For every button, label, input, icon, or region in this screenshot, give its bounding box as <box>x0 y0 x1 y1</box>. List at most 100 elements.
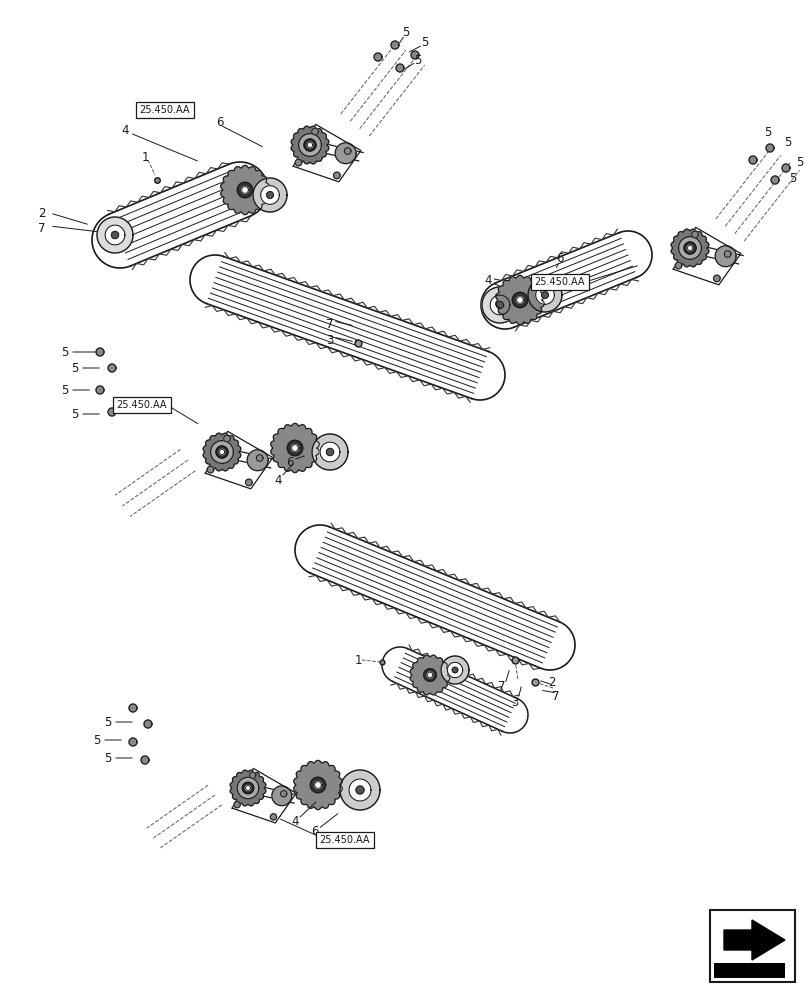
Polygon shape <box>291 445 298 451</box>
Polygon shape <box>203 433 241 471</box>
Text: 5: 5 <box>796 156 803 169</box>
Polygon shape <box>237 777 259 799</box>
Polygon shape <box>307 142 312 148</box>
Text: 5: 5 <box>788 172 796 185</box>
Text: 1: 1 <box>354 654 362 666</box>
Polygon shape <box>320 442 340 462</box>
Text: 7: 7 <box>551 690 559 702</box>
Polygon shape <box>326 448 333 456</box>
Text: 5: 5 <box>104 752 112 764</box>
Text: 3: 3 <box>326 334 333 347</box>
Polygon shape <box>266 192 273 198</box>
Polygon shape <box>242 782 253 794</box>
Text: 2: 2 <box>38 207 45 220</box>
Polygon shape <box>129 738 137 746</box>
Polygon shape <box>295 159 302 166</box>
Polygon shape <box>272 786 291 806</box>
Text: 25.450.AA: 25.450.AA <box>117 400 167 410</box>
Polygon shape <box>490 295 509 315</box>
Text: 4: 4 <box>483 273 491 286</box>
Text: 6: 6 <box>286 456 294 470</box>
Polygon shape <box>242 783 253 793</box>
Polygon shape <box>298 134 321 156</box>
Polygon shape <box>311 434 348 470</box>
Polygon shape <box>427 672 432 678</box>
FancyBboxPatch shape <box>713 963 784 978</box>
Polygon shape <box>541 292 547 298</box>
Polygon shape <box>675 262 681 269</box>
Polygon shape <box>311 128 318 135</box>
Polygon shape <box>687 245 692 251</box>
Polygon shape <box>216 446 227 458</box>
Text: 5: 5 <box>93 733 101 746</box>
Polygon shape <box>207 466 213 473</box>
Polygon shape <box>535 286 554 304</box>
Polygon shape <box>391 41 398 49</box>
Polygon shape <box>770 176 778 184</box>
Text: 25.450.AA: 25.450.AA <box>320 835 370 845</box>
Text: 5: 5 <box>414 54 421 67</box>
Polygon shape <box>270 814 277 820</box>
Polygon shape <box>216 446 228 458</box>
Polygon shape <box>374 53 381 61</box>
Polygon shape <box>256 455 263 461</box>
Polygon shape <box>713 275 719 282</box>
Polygon shape <box>512 292 527 308</box>
Text: 5: 5 <box>104 715 112 728</box>
Polygon shape <box>344 148 350 154</box>
Polygon shape <box>247 450 268 471</box>
Text: 6: 6 <box>311 825 319 838</box>
Polygon shape <box>527 278 561 312</box>
Polygon shape <box>315 782 321 788</box>
Polygon shape <box>714 246 736 267</box>
Polygon shape <box>108 408 116 416</box>
Polygon shape <box>144 720 152 728</box>
Polygon shape <box>440 656 469 684</box>
Polygon shape <box>96 348 104 356</box>
Polygon shape <box>111 231 118 239</box>
Text: 5: 5 <box>783 136 791 149</box>
Text: 4: 4 <box>121 124 129 137</box>
Polygon shape <box>495 275 543 325</box>
Polygon shape <box>210 441 233 463</box>
Polygon shape <box>230 770 265 806</box>
Polygon shape <box>410 655 449 695</box>
Polygon shape <box>105 225 125 245</box>
Polygon shape <box>349 779 371 801</box>
Polygon shape <box>452 667 457 673</box>
Text: 4: 4 <box>274 474 281 487</box>
Text: 5: 5 <box>62 346 69 359</box>
Polygon shape <box>396 64 404 72</box>
Polygon shape <box>723 251 730 257</box>
Polygon shape <box>683 242 695 254</box>
Polygon shape <box>691 231 697 238</box>
Polygon shape <box>304 139 315 151</box>
Text: 3: 3 <box>511 696 518 708</box>
Polygon shape <box>294 760 342 810</box>
Text: 5: 5 <box>62 383 69 396</box>
Polygon shape <box>423 669 436 681</box>
Polygon shape <box>287 440 303 456</box>
Polygon shape <box>482 287 517 323</box>
Polygon shape <box>242 187 248 193</box>
FancyBboxPatch shape <box>709 910 794 982</box>
Polygon shape <box>310 777 325 793</box>
Polygon shape <box>447 662 462 678</box>
Text: 5: 5 <box>763 126 770 139</box>
Polygon shape <box>270 423 319 473</box>
Polygon shape <box>219 449 225 455</box>
Polygon shape <box>781 164 789 172</box>
Polygon shape <box>723 920 784 960</box>
Polygon shape <box>335 143 356 164</box>
Text: 5: 5 <box>71 361 79 374</box>
Text: 4: 4 <box>291 815 298 828</box>
Text: 5: 5 <box>71 408 79 420</box>
Polygon shape <box>221 165 269 215</box>
Text: 25.450.AA: 25.450.AA <box>139 105 190 115</box>
Text: 5: 5 <box>401 26 410 39</box>
Text: 7: 7 <box>498 680 505 694</box>
Polygon shape <box>765 144 773 152</box>
Polygon shape <box>253 178 286 212</box>
Polygon shape <box>684 242 695 254</box>
Text: 6: 6 <box>216 116 224 129</box>
